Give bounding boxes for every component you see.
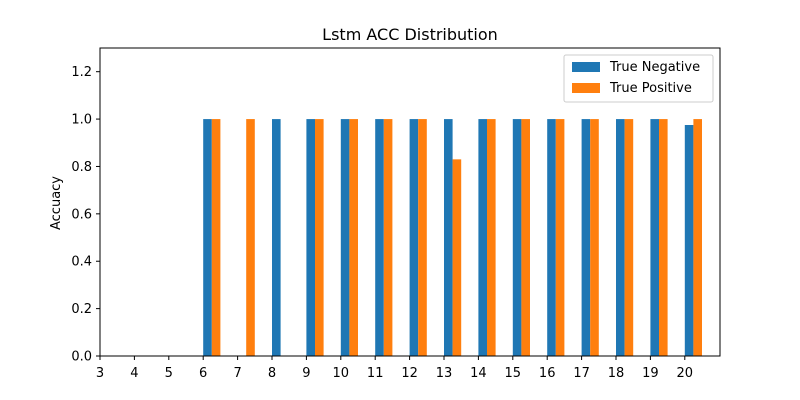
- bar-true-positive-20: [693, 119, 702, 356]
- bar-true-negative-19: [650, 119, 659, 356]
- x-tick-label: 17: [573, 366, 590, 381]
- bar-true-positive-13: [452, 159, 462, 356]
- x-tick-label: 11: [367, 366, 384, 381]
- x-ticks: 3 4 5 6 7 8 9 10 11 12 13 14 15 16 17 18 19 20: [96, 356, 693, 381]
- y-axis-label: Accuacy: [49, 176, 64, 230]
- bar-true-negative-9: [306, 119, 315, 356]
- bar-true-positive-12: [418, 119, 427, 356]
- legend: True Negative True Positive: [563, 54, 714, 103]
- x-tick-label: 6: [199, 366, 207, 381]
- bar-true-positive-6: [211, 119, 221, 356]
- x-tick-label: 15: [505, 366, 522, 381]
- x-tick-label: 8: [268, 366, 276, 381]
- y-tick-label: 0.8: [71, 160, 92, 175]
- x-tick-label: 20: [677, 366, 694, 381]
- bar-true-negative-17: [581, 119, 591, 356]
- x-tick-label: 19: [642, 366, 659, 381]
- bar-true-positive-11: [383, 119, 393, 356]
- y-tick-label: 0.4: [71, 255, 92, 270]
- y-tick-label: 0.2: [71, 302, 92, 317]
- x-tick-label: 13: [436, 366, 453, 381]
- legend-swatch-true-positive: [572, 83, 600, 93]
- legend-label-true-negative: True Negative: [609, 60, 700, 75]
- legend-box: [563, 54, 714, 103]
- x-tick-label: 14: [470, 366, 487, 381]
- bar-true-negative-12: [409, 119, 419, 356]
- y-tick-label: 1.0: [71, 113, 92, 128]
- bar-true-positive-15: [521, 119, 530, 356]
- bar-true-positive-10: [349, 119, 358, 356]
- bar-true-positive-14: [487, 119, 496, 356]
- y-tick-label: 0.6: [71, 207, 92, 222]
- bar-true-negative-10: [340, 119, 350, 356]
- x-tick-label: 12: [401, 366, 418, 381]
- bar-true-positive-19: [659, 119, 668, 356]
- bar-true-negative-8: [272, 119, 281, 356]
- y-ticks: 0.0 0.2 0.4 0.6 0.8 1.0 1.2: [71, 65, 100, 365]
- x-tick-label: 3: [96, 366, 104, 381]
- bar-true-negative-6: [203, 119, 212, 356]
- bar-true-negative-13: [444, 119, 453, 356]
- bar-true-negative-16: [547, 119, 556, 356]
- y-tick-label: 0.0: [71, 350, 92, 365]
- bar-true-positive-16: [555, 119, 565, 356]
- x-tick-label: 18: [608, 366, 625, 381]
- x-tick-label: 16: [539, 366, 556, 381]
- x-tick-label: 5: [165, 366, 173, 381]
- x-tick-label: 7: [233, 366, 241, 381]
- bar-true-negative-20: [684, 125, 694, 356]
- chart-title: Lstm ACC Distribution: [322, 25, 498, 44]
- y-tick-label: 1.2: [71, 65, 92, 80]
- plot-frame: [99, 47, 721, 357]
- legend-label-true-positive: True Positive: [609, 81, 692, 96]
- bar-true-negative-14: [478, 119, 487, 356]
- x-tick-label: 4: [130, 366, 138, 381]
- bar-true-negative-18: [616, 119, 625, 356]
- bar-true-positive-9: [315, 119, 324, 356]
- legend-swatch-true-negative: [572, 62, 600, 72]
- x-tick-label: 9: [302, 366, 310, 381]
- bars-group: [203, 119, 702, 356]
- bar-true-positive-18: [624, 119, 634, 356]
- bar-true-positive-7: [246, 119, 255, 356]
- x-tick-label: 10: [333, 366, 350, 381]
- bar-true-negative-11: [375, 119, 384, 356]
- bar-true-positive-17: [590, 119, 599, 356]
- bar-true-negative-15: [512, 119, 522, 356]
